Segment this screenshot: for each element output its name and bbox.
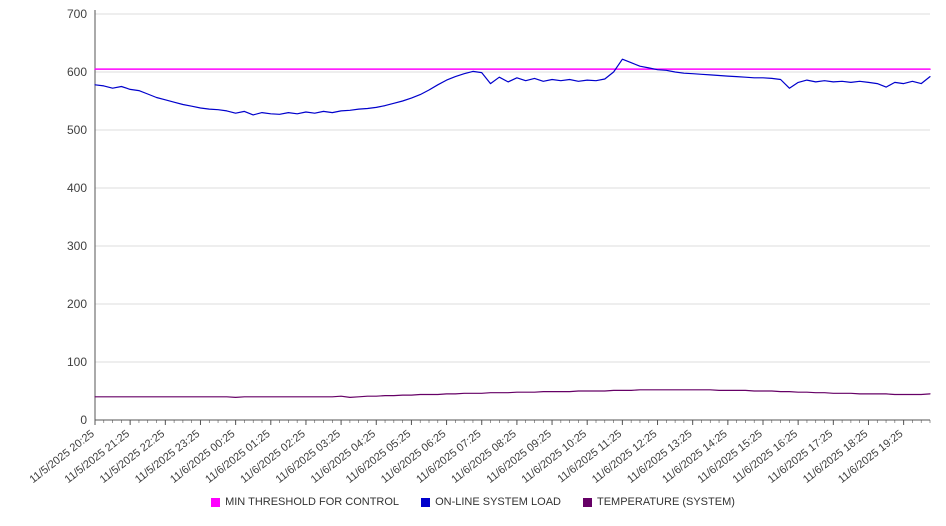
legend-swatch-min-threshold-icon [211, 497, 221, 507]
y-tick-label: 0 [80, 413, 87, 427]
series-line-temperature-system- [94, 389, 931, 398]
y-tick-label: 200 [67, 297, 87, 311]
legend-item-online-system-load[interactable]: ON-LINE SYSTEM LOAD [421, 496, 561, 508]
chart-area: 0 100 200 300 400 500 600 700 11/5/2025 20:25 11/… [27, 7, 931, 486]
y-tick-label: 400 [67, 181, 87, 195]
y-tick-label: 600 [67, 65, 87, 79]
legend-item-min-threshold-for-control[interactable]: MIN THRESHOLD FOR CONTROL [211, 496, 399, 508]
y-tick-label: 700 [67, 7, 87, 21]
legend-swatch-temperature-icon [582, 497, 592, 507]
y-tick-label: 100 [67, 355, 87, 369]
series-line-on-line-system-load [94, 58, 931, 116]
x-tick-label: 11/6/2025 19:25 [836, 428, 905, 486]
legend-label-min-threshold: MIN THRESHOLD FOR CONTROL [225, 496, 400, 508]
y-tick-label: 300 [67, 239, 87, 253]
legend-label-temperature: TEMPERATURE (SYSTEM) [596, 496, 735, 508]
legend-label-online-system-load: ON-LINE SYSTEM LOAD [435, 496, 561, 508]
legend-swatch-online-system-load-icon [421, 497, 431, 507]
legend-item-temperature-system[interactable]: TEMPERATURE (SYSTEM) [582, 496, 735, 508]
y-tick-label: 500 [67, 123, 87, 137]
chart-legend: MIN THRESHOLD FOR CONTROL ON-LINE SYSTEM… [0, 496, 946, 508]
